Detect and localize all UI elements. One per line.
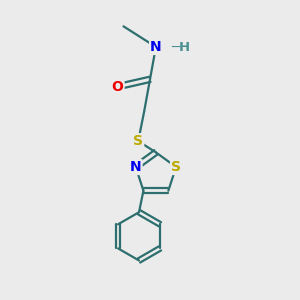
Text: S: S — [171, 160, 181, 174]
Text: N: N — [130, 160, 142, 174]
Text: ─H: ─H — [171, 41, 190, 54]
Text: N: N — [150, 40, 162, 54]
Text: S: S — [133, 134, 143, 148]
Text: O: O — [112, 80, 124, 94]
